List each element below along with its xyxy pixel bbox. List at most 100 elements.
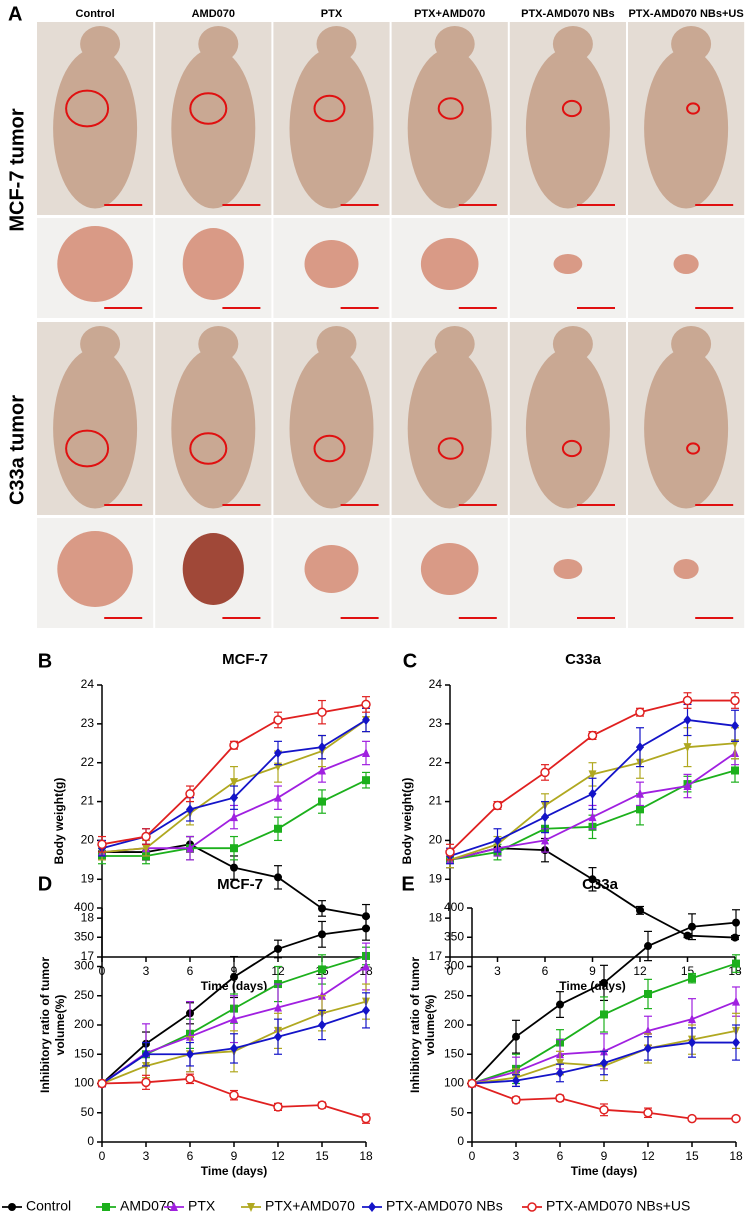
marker xyxy=(368,1202,376,1212)
marker xyxy=(556,1000,564,1009)
y-tick-label: 150 xyxy=(74,1046,94,1060)
marker xyxy=(599,1105,609,1115)
legend-label: PTX-AMD070 NBs+US xyxy=(546,1198,690,1214)
marker xyxy=(186,843,194,853)
marker xyxy=(731,1113,741,1124)
y-axis-label: volume(%) xyxy=(423,995,437,1056)
marker xyxy=(688,1014,696,1024)
x-tick-label: 6 xyxy=(557,1149,564,1163)
marker xyxy=(644,989,652,998)
marker xyxy=(274,873,282,882)
marker xyxy=(512,1075,520,1086)
marker xyxy=(318,742,326,753)
tumor xyxy=(673,559,699,579)
y-tick-label: 300 xyxy=(444,959,464,973)
y-tick-label: 24 xyxy=(429,677,443,691)
marker xyxy=(185,789,195,799)
marker xyxy=(682,695,693,706)
mouse-head xyxy=(316,326,357,362)
marker xyxy=(731,766,739,775)
y-tick-label: 250 xyxy=(444,988,464,1002)
tumor xyxy=(420,238,479,290)
marker xyxy=(541,812,549,823)
x-tick-label: 12 xyxy=(633,964,647,978)
y-tick-label: 250 xyxy=(74,988,94,1002)
mouse-head xyxy=(80,326,121,362)
mouse-body xyxy=(289,48,374,209)
marker xyxy=(588,788,597,799)
marker xyxy=(274,1002,282,1012)
x-tick-label: 0 xyxy=(447,964,454,978)
y-tick-label: 350 xyxy=(74,929,94,943)
y-tick-label: 200 xyxy=(444,1017,464,1031)
marker xyxy=(273,1102,283,1112)
y-tick-label: 21 xyxy=(429,794,443,808)
marker xyxy=(636,805,644,814)
tumor xyxy=(304,545,359,593)
tumor xyxy=(182,228,244,300)
tumor xyxy=(57,531,133,607)
mouse-head xyxy=(552,326,593,362)
column-label: PTX-AMD070 NBs xyxy=(521,8,615,20)
marker xyxy=(274,792,282,802)
marker xyxy=(186,1049,194,1060)
marker xyxy=(274,944,282,953)
marker xyxy=(362,776,370,785)
marker xyxy=(362,714,370,725)
row-label: C33a tumor xyxy=(6,395,28,505)
y-tick-label: 22 xyxy=(81,755,95,769)
y-tick-label: 50 xyxy=(451,1105,465,1119)
marker xyxy=(643,1108,653,1118)
mouse-head xyxy=(316,26,357,62)
x-tick-label: 3 xyxy=(143,1149,150,1163)
x-tick-label: 6 xyxy=(187,964,194,978)
marker xyxy=(142,844,150,854)
y-tick-label: 150 xyxy=(444,1046,464,1060)
y-tick-label: 19 xyxy=(81,871,95,885)
marker xyxy=(730,695,740,706)
marker xyxy=(512,1032,520,1041)
marker xyxy=(273,715,283,725)
x-tick-label: 18 xyxy=(729,1149,743,1163)
legend-label: PTX xyxy=(188,1198,216,1214)
mouse-body xyxy=(644,48,729,209)
marker xyxy=(445,847,455,857)
marker xyxy=(229,1090,239,1100)
y-tick-label: 200 xyxy=(74,1017,94,1031)
marker xyxy=(636,742,644,753)
column-label: Control xyxy=(76,8,115,20)
tumor xyxy=(182,533,244,605)
y-tick-label: 22 xyxy=(429,755,443,769)
marker xyxy=(600,978,608,987)
y-tick-label: 19 xyxy=(429,871,443,885)
mouse-head xyxy=(198,326,239,362)
marker xyxy=(467,1078,477,1089)
marker xyxy=(556,1067,564,1078)
tumor xyxy=(673,254,699,274)
x-tick-label: 6 xyxy=(187,1149,194,1163)
mouse-body xyxy=(407,348,492,509)
x-tick-label: 12 xyxy=(641,1149,655,1163)
x-tick-label: 9 xyxy=(589,964,596,978)
x-tick-label: 3 xyxy=(513,1149,520,1163)
tumor xyxy=(553,559,583,579)
column-label: AMD070 xyxy=(192,8,235,20)
chart-title: MCF-7 xyxy=(217,876,263,893)
tumor-circle xyxy=(313,434,346,463)
y-tick-label: 18 xyxy=(429,910,443,924)
x-tick-label: 18 xyxy=(359,1149,373,1163)
tumor-circle xyxy=(189,432,228,465)
tumor-circle xyxy=(313,94,346,123)
marker xyxy=(556,1059,564,1069)
chart-title: C33a xyxy=(565,651,602,668)
marker xyxy=(185,1074,195,1084)
marker xyxy=(687,1113,697,1124)
y-tick-label: 17 xyxy=(429,949,443,963)
marker xyxy=(644,942,652,951)
y-tick-label: 300 xyxy=(74,959,94,973)
x-tick-label: 15 xyxy=(315,1149,329,1163)
marker xyxy=(230,863,238,872)
y-tick-label: 20 xyxy=(429,833,443,847)
marker xyxy=(732,918,740,927)
